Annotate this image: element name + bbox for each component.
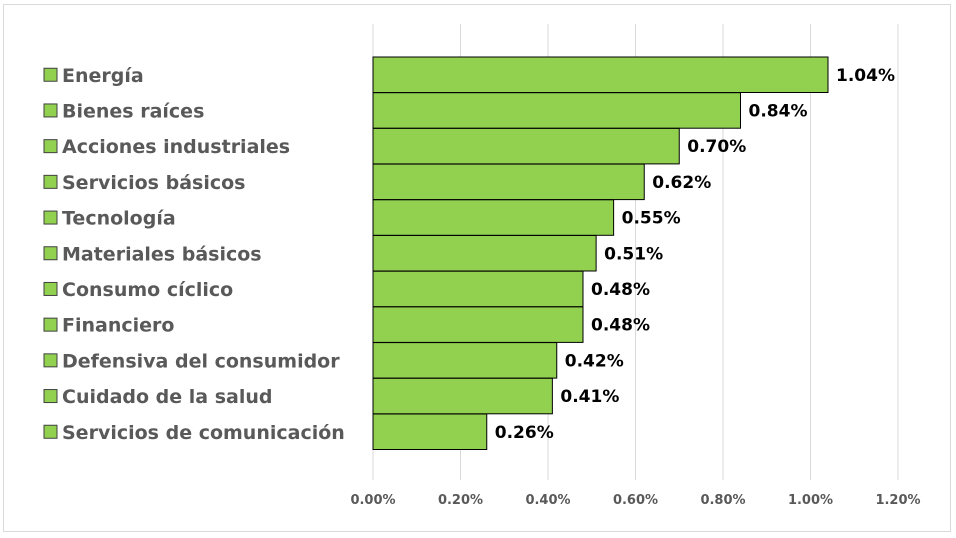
legend-swatch <box>43 67 58 82</box>
data-label: 0.84% <box>749 101 808 121</box>
data-label: 0.26% <box>495 423 554 443</box>
category-label: Materiales básicos <box>62 243 262 265</box>
data-label: 0.51% <box>604 244 663 264</box>
category-label: Defensiva del consumidor <box>62 350 340 372</box>
bar <box>372 377 553 415</box>
x-tick-label: 0.40% <box>525 493 570 508</box>
x-tick-label: 0.60% <box>613 493 658 508</box>
data-label: 0.41% <box>560 387 619 407</box>
category-label: Bienes raíces <box>62 100 204 122</box>
bar <box>372 270 584 308</box>
legend-swatch <box>43 281 58 296</box>
category-label: Tecnología <box>62 208 176 230</box>
x-tick-label: 1.20% <box>875 493 920 508</box>
bar <box>372 56 829 93</box>
bar <box>372 92 741 129</box>
data-label: 0.55% <box>622 209 681 229</box>
bar <box>372 163 645 201</box>
x-tick-label: 1.00% <box>788 493 833 508</box>
category-label: Financiero <box>62 315 174 337</box>
data-label: 0.42% <box>565 351 624 371</box>
bar <box>372 127 680 165</box>
bar <box>372 235 597 272</box>
category-label: Consumo cíclico <box>62 279 233 301</box>
legend-swatch <box>43 246 58 261</box>
legend-swatch <box>43 353 58 368</box>
legend-swatch <box>43 174 58 189</box>
legend-swatch <box>43 424 58 439</box>
legend-swatch <box>43 139 58 154</box>
data-label: 0.48% <box>591 280 650 300</box>
legend-swatch <box>43 103 58 118</box>
category-label: Acciones industriales <box>62 136 290 158</box>
x-tick-label: 0.20% <box>438 493 483 508</box>
data-label: 0.70% <box>687 137 746 157</box>
data-label: 0.48% <box>591 316 650 336</box>
bar <box>372 199 615 236</box>
category-label: Energía <box>62 65 144 87</box>
legend-swatch <box>43 317 58 332</box>
category-label: Servicios de comunicación <box>62 422 345 444</box>
legend-swatch <box>43 210 58 225</box>
category-label: Servicios básicos <box>62 172 245 194</box>
legend-swatch <box>43 389 58 404</box>
x-tick-label: 0.80% <box>700 493 745 508</box>
category-label: Cuidado de la salud <box>62 386 273 408</box>
x-tick-label: 0.00% <box>350 493 395 508</box>
bar <box>372 413 488 450</box>
bar <box>372 306 584 343</box>
data-label: 1.04% <box>836 66 895 86</box>
data-label: 0.62% <box>652 173 711 193</box>
bar <box>372 342 558 379</box>
